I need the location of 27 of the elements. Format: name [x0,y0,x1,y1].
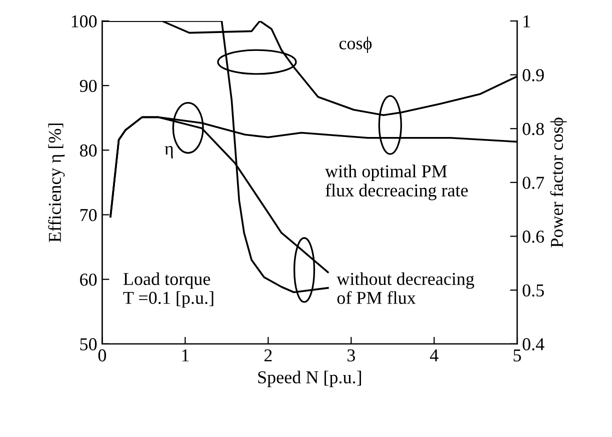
annotation: η [164,146,173,158]
x-tick-label: 0 [98,349,106,362]
x-tick-label: 5 [514,349,521,362]
x-tick-label: 3 [348,349,355,362]
x-tick-label: 4 [430,349,438,362]
x-tick-label: 2 [264,349,272,362]
y2-tick-label: 0.5 [522,284,544,297]
y-tick-label: 70 [80,209,97,222]
y-tick-label: 90 [80,80,97,92]
y2-tick-label: 0.7 [522,176,544,189]
annotation: with optimal PM flux decreacing rate [325,164,468,200]
y2-tick-label: 0.8 [522,122,544,136]
annotation: Load torque T =0.1 [p.u.] [123,272,214,308]
y-tick-label: 60 [80,274,97,286]
x-axis-title: Speed N [p.u.] [258,370,361,388]
annotation: without decreacing of PM flux [336,272,474,304]
y-tick-label: 50 [80,338,97,350]
y-tick-label: 80 [80,144,97,157]
y2-tick-label: 0.6 [522,230,544,243]
y2-axis-title: Power factor cosϕ [550,118,567,248]
y2-tick-label: 0.4 [522,338,544,350]
y-axis-title: Efficiency η [%] [48,124,65,242]
y-tick-label: 100 [72,15,97,28]
annotation: cosϕ [339,36,372,54]
y2-tick-label: 0.9 [522,69,544,82]
y2-tick-label: 1 [524,15,530,28]
x-tick-label: 1 [182,349,189,362]
